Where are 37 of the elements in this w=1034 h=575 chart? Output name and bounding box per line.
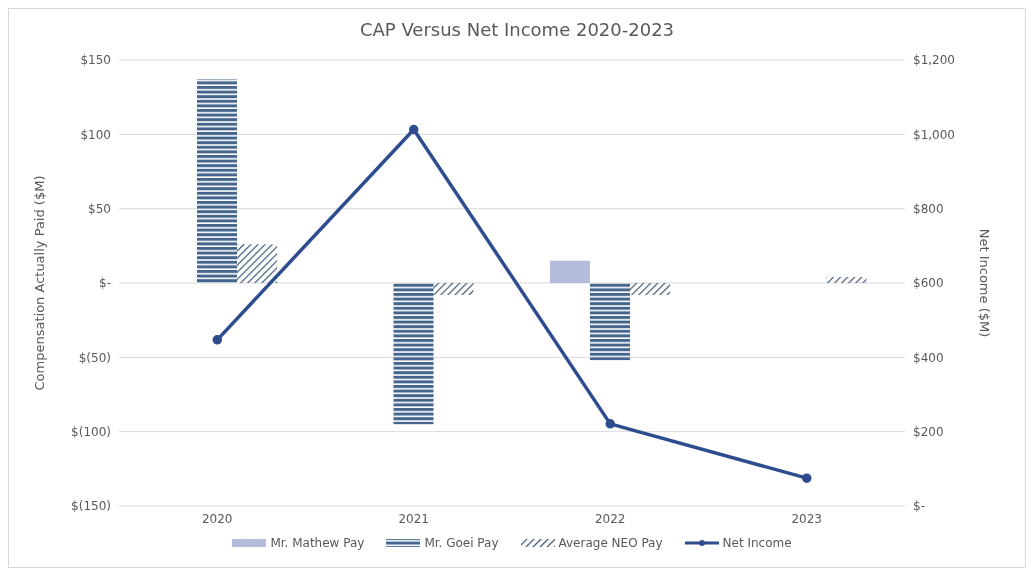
- y2-tick-label: $400: [913, 350, 944, 365]
- legend-label: Mr. Goei Pay: [424, 536, 499, 550]
- bar: [393, 283, 434, 425]
- x-tick-label: 2022: [594, 511, 626, 526]
- y2-tick-label: $-: [913, 499, 925, 514]
- y2-tick-label: $1,000: [913, 127, 955, 142]
- legend-label: Mr. Mathew Pay: [270, 536, 365, 550]
- y2-axis-title: Net Income ($M): [977, 228, 993, 338]
- bar: [433, 283, 474, 295]
- y-tick-label: $(100): [71, 424, 111, 439]
- y-tick-label: $100: [80, 127, 111, 142]
- bar: [197, 79, 237, 283]
- bar: [590, 283, 630, 361]
- y-tick-label: $-: [99, 276, 111, 291]
- point: [409, 124, 419, 135]
- y2-tick-label: $200: [913, 424, 944, 439]
- chart-title: CAP Versus Net Income 2020-2023: [358, 19, 676, 40]
- legend-label: Net Income: [722, 536, 792, 550]
- point: [802, 473, 812, 483]
- x-tick-label: 2023: [791, 511, 823, 526]
- y-tick-label: $(50): [78, 350, 111, 365]
- point: [605, 419, 615, 429]
- y2-tick-label: $1,200: [913, 53, 955, 68]
- y2-tick-label: $800: [913, 201, 944, 216]
- y-tick-label: $(150): [71, 499, 111, 514]
- y-axis-title: Compensation Actually Paid ($M): [31, 175, 47, 391]
- bar: [550, 260, 590, 283]
- bar: [630, 283, 670, 295]
- y-tick-label: $50: [88, 201, 111, 216]
- point: [212, 335, 222, 345]
- x-tick-label: 2021: [398, 511, 430, 526]
- y2-tick-label: $600: [913, 276, 944, 291]
- x-tick-label: 2020: [201, 511, 233, 526]
- legend-label: Average NEO Pay: [558, 536, 663, 550]
- bar: [237, 244, 277, 283]
- bar: [826, 277, 867, 283]
- y-tick-label: $150: [80, 53, 111, 68]
